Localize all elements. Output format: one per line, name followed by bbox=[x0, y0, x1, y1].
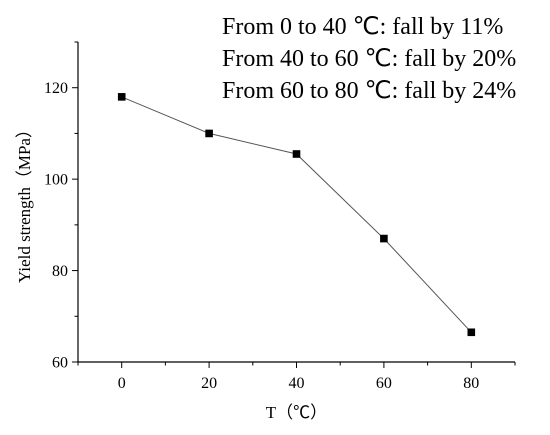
annotation-60-80: From 60 to 80 ℃: fall by 24% bbox=[222, 78, 516, 104]
y-axis-title: Yield strength（MPa） bbox=[15, 121, 34, 283]
y-tick-label: 120 bbox=[44, 80, 68, 97]
data-point bbox=[292, 150, 301, 158]
data-point bbox=[380, 234, 388, 243]
y-tick-label: 100 bbox=[44, 172, 68, 189]
annotation-0-40: From 0 to 40 ℃: fall by 11% bbox=[222, 14, 503, 40]
series-line bbox=[121, 96, 472, 333]
x-tick-label: 40 bbox=[289, 375, 305, 392]
x-axis-title: T（℃） bbox=[266, 403, 327, 422]
annotation-40-60: From 40 to 60 ℃: fall by 20% bbox=[222, 46, 516, 72]
x-tick-label: 80 bbox=[463, 375, 479, 392]
data-point bbox=[467, 328, 476, 337]
data-points bbox=[117, 93, 476, 337]
data-point bbox=[205, 129, 213, 138]
x-tick-label: 20 bbox=[201, 375, 217, 392]
y-tick-label: 60 bbox=[52, 355, 68, 372]
x-tick-label: 60 bbox=[376, 375, 392, 392]
data-point bbox=[117, 93, 126, 101]
y-ticks: 60 80 100 120 bbox=[44, 41, 78, 372]
x-ticks: 0 20 40 60 80 bbox=[77, 362, 516, 392]
series bbox=[121, 96, 472, 333]
x-tick-label: 0 bbox=[118, 375, 126, 392]
y-tick-label: 80 bbox=[52, 263, 68, 280]
